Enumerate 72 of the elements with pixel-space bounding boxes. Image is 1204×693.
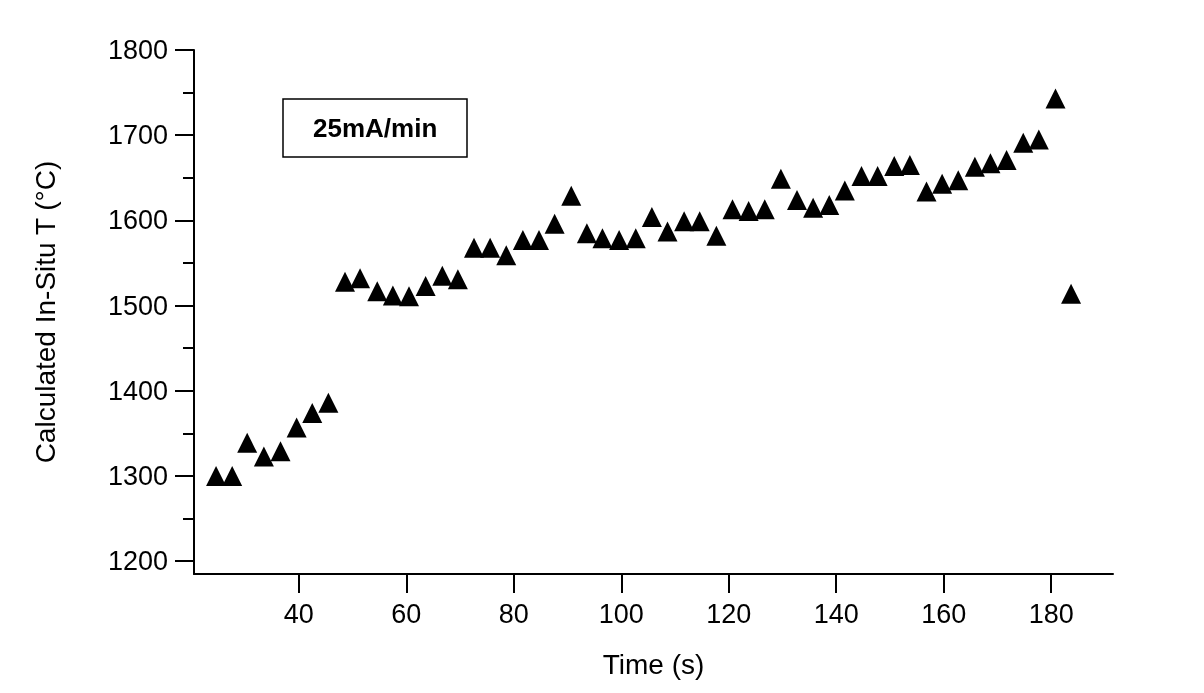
point [286,417,307,438]
x-tick-label: 140 [813,598,859,629]
x-axis-title: Time (s) [602,648,705,680]
point [222,466,243,487]
point [398,286,419,307]
point [657,221,678,242]
point [464,237,484,258]
point [834,180,855,201]
point [335,271,356,292]
x-tick-label: 40 [283,598,314,629]
point [544,213,565,234]
point [641,207,662,227]
point [576,223,597,244]
point [1028,129,1049,150]
point [674,211,695,232]
point [592,228,613,249]
x-tick-label: 160 [921,598,967,629]
y-tick-label: 1800 [107,35,168,65]
x-tick-label: 180 [1028,598,1074,629]
point [206,466,227,487]
point [916,181,937,202]
point [367,281,388,302]
point [754,199,775,220]
point [964,156,985,177]
point [819,195,840,216]
point [867,166,888,187]
point [1045,88,1066,109]
point [884,155,905,176]
point [253,446,274,467]
y-tick-label: 1600 [107,205,168,236]
point [899,155,920,176]
y-tick-label: 1700 [107,120,168,151]
point [496,245,517,266]
point [480,237,501,258]
point [738,201,759,222]
y-tick-label: 1400 [107,375,168,406]
y-tick-label: 1200 [107,546,168,577]
point [625,228,646,249]
point [1013,132,1034,153]
point [980,153,1001,174]
point [609,230,630,250]
y-axis-title: Calculated In-Situ T (°C) [29,160,61,464]
point [689,211,710,232]
point [270,441,291,462]
point [1061,283,1082,304]
point [561,185,582,206]
point [948,170,969,191]
point [851,166,872,187]
point [932,173,953,194]
point [722,199,743,220]
point [529,230,550,250]
point [512,230,533,250]
annotation: 25mA/min [313,113,438,143]
point [350,268,371,289]
point [318,392,339,413]
y-tick-label: 1500 [107,290,168,321]
point [447,269,468,290]
point [432,265,453,286]
point [786,189,807,210]
x-tick-label: 80 [498,598,529,629]
point [706,225,727,246]
point [996,149,1017,170]
point [415,276,436,297]
x-tick-label: 100 [598,598,644,629]
point [302,402,323,423]
point [237,432,258,453]
y-tick-label: 1300 [107,461,168,492]
point [382,285,403,306]
x-tick-label: 60 [391,598,422,629]
point [770,168,791,189]
x-tick-label: 120 [706,598,752,629]
point [803,197,824,218]
